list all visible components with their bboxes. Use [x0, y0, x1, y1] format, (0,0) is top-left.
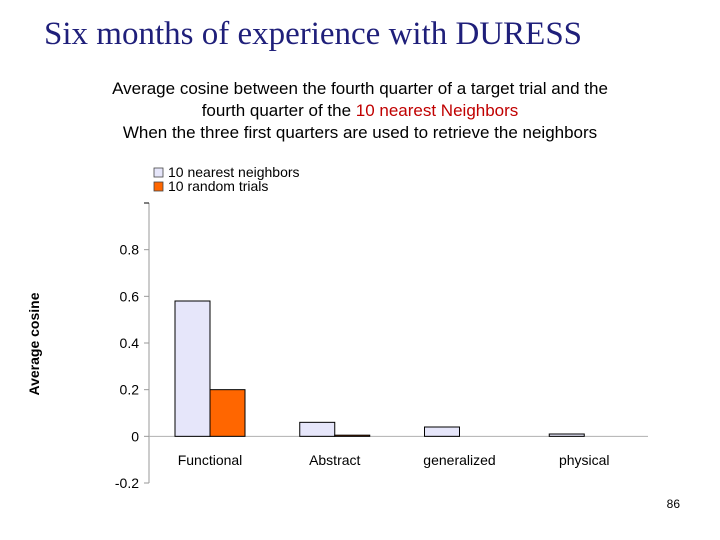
x-tick-label: Abstract: [309, 452, 360, 468]
chart-description: Average cosine between the fourth quarte…: [0, 78, 720, 144]
y-tick-label: -0.2: [115, 475, 139, 491]
y-tick-label: 0.8: [120, 242, 140, 258]
legend-label: 10 nearest neighbors: [168, 164, 300, 180]
bar-nearest-2: [424, 426, 460, 437]
y-tick-label: 0: [131, 428, 139, 444]
y-tick-label: 0.4: [120, 335, 140, 351]
bar-chart: -0.2 0 0.2 0.4 0.6 0.8 Average cosine Functiona…: [26, 164, 648, 491]
y-tick-label: 0.2: [120, 382, 140, 398]
bar-nearest-3: [548, 433, 585, 437]
legend-label: 10 random trials: [168, 178, 268, 194]
bar-random-1: [334, 434, 371, 437]
subtitle-line-3: When the three first quarters are used t…: [122, 123, 598, 142]
subtitle-line-2-prefix: fourth quarter of the: [201, 101, 356, 120]
legend-swatch-0: [153, 167, 164, 178]
subtitle-line-1: Average cosine between the fourth quarte…: [112, 79, 608, 98]
bar-nearest-1: [299, 421, 336, 437]
legend-swatch-1: [153, 181, 164, 192]
slide-title: Six months of experience with DURESS: [44, 16, 583, 52]
bar-nearest-0: [174, 300, 211, 437]
x-tick-label: Functional: [178, 452, 243, 468]
bar-random-0: [209, 389, 246, 437]
subtitle-highlight: 10 nearest Neighbors: [355, 101, 519, 120]
y-axis-title: Average cosine: [26, 292, 42, 395]
x-tick-label: physical: [559, 452, 610, 468]
x-tick-label: generalized: [423, 452, 495, 468]
slide-number: 86: [666, 497, 680, 511]
subtitle-line-2: fourth quarter of the 10 nearest Neighbo…: [0, 100, 720, 122]
y-tick-label: 0.6: [120, 288, 140, 304]
